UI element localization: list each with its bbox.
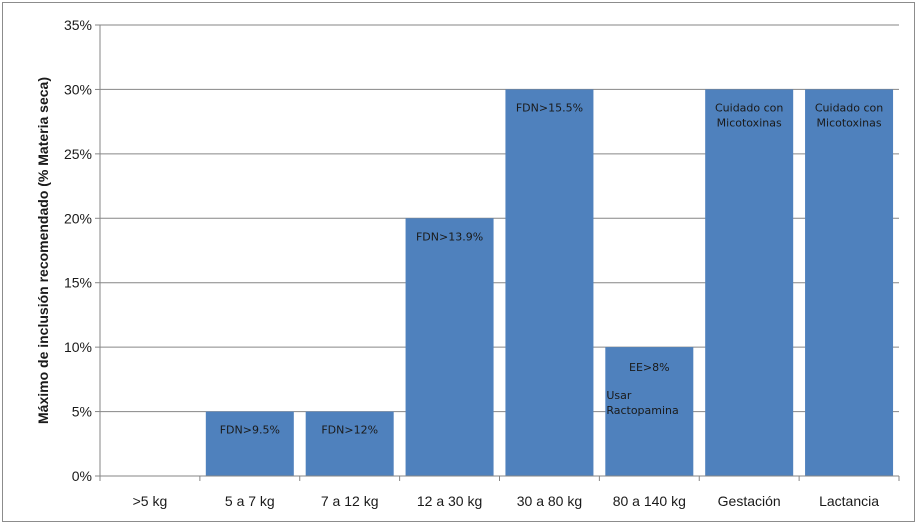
y-tick-label: 20% <box>64 210 92 226</box>
bar-annotation: Micotoxinas <box>717 116 782 129</box>
y-tick-label: 0% <box>72 468 92 484</box>
bar-annotation: Cuidado con <box>815 101 883 114</box>
y-tick-label: 35% <box>64 17 92 33</box>
y-tick-label: 5% <box>72 404 92 420</box>
bar <box>705 89 794 476</box>
y-tick-label: 10% <box>64 339 92 355</box>
bar-annotation: Ractopamina <box>606 404 678 417</box>
bar-annotation: FDN>15.5% <box>516 101 583 114</box>
x-tick-label: >5 kg <box>133 493 168 509</box>
x-tick-label: 5 a 7 kg <box>225 493 275 509</box>
bar-annotation: Micotoxinas <box>817 116 882 129</box>
x-tick-label: Lactancia <box>819 493 879 509</box>
bar <box>505 89 594 476</box>
bar-annotation: FDN>13.9% <box>416 230 483 243</box>
bar-annotation: Usar <box>606 389 632 402</box>
bar-annotation: FDN>12% <box>321 424 378 437</box>
bar <box>605 347 694 476</box>
y-tick-label: 15% <box>64 275 92 291</box>
y-tick-label: 25% <box>64 146 92 162</box>
y-axis-label: Máximo de inclusión recomendado (% Mater… <box>35 77 51 424</box>
bar <box>305 411 394 476</box>
bar <box>405 218 494 477</box>
x-tick-label: 12 a 30 kg <box>417 493 482 509</box>
y-tick-label: 30% <box>64 81 92 97</box>
bar-annotation: EE>8% <box>629 361 670 374</box>
bar <box>805 89 894 476</box>
bar-annotation: FDN>9.5% <box>220 424 280 437</box>
x-tick-label: 30 a 80 kg <box>517 493 582 509</box>
bar <box>205 411 294 476</box>
bar-annotation: Cuidado con <box>715 101 783 114</box>
x-tick-label: 7 a 12 kg <box>321 493 379 509</box>
x-tick-label: Gestación <box>718 493 781 509</box>
x-tick-label: 80 a 140 kg <box>613 493 686 509</box>
